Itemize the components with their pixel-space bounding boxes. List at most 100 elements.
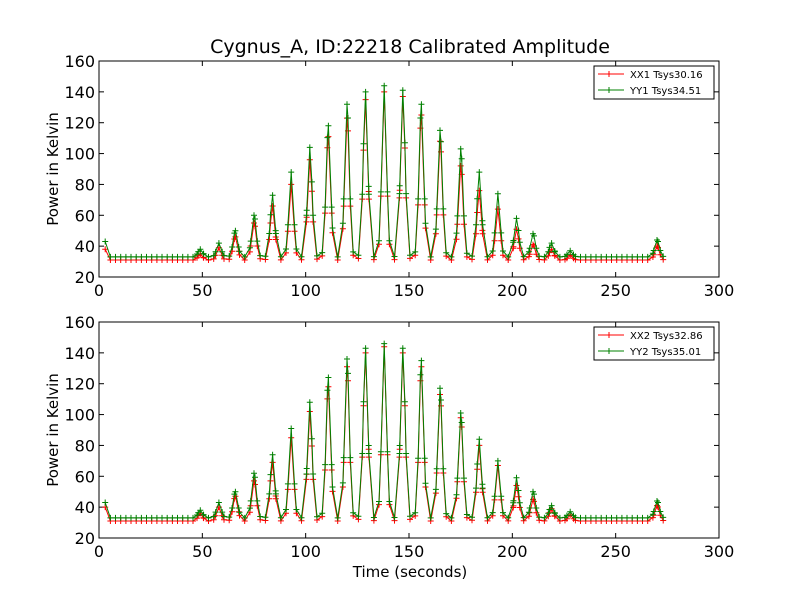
- top-series-2-peak-3: [253, 214, 255, 216]
- bottom-series-2-peak-9: [365, 347, 367, 349]
- top-series-2-peak-8: [346, 103, 348, 105]
- bottom-x-tick-label-3: 150: [394, 542, 425, 561]
- top-series-2-peak-11: [402, 89, 404, 91]
- bottom-x-tick-label-6: 300: [704, 542, 735, 561]
- top-y-tick-label-5: 120: [64, 114, 95, 133]
- bottom-legend-label-2: YY2 Tsys35.01: [629, 347, 701, 358]
- top-series-2-peak-4: [272, 194, 274, 196]
- top-y-tick-label-4: 100: [64, 145, 95, 164]
- bottom-series-1-peak-17: [515, 484, 518, 487]
- top-series-1-peak-4: [272, 205, 274, 207]
- bottom-series-2-peak-2: [234, 491, 236, 493]
- figure-title: Cygnus_A, ID:22218 Calibrated Amplitude: [210, 36, 610, 58]
- bottom-series-2: [102, 340, 667, 521]
- bottom-series-2-peak-20: [569, 511, 571, 513]
- top-series-2-peak-6: [309, 146, 311, 148]
- bottom-x-tick-label-0: 0: [94, 542, 104, 561]
- top-series-1-peak-2: [234, 236, 236, 238]
- top-x-tick-label-0: 0: [94, 281, 104, 300]
- bottom-series-1-peak-21: [656, 505, 658, 507]
- top-y-tick-label-0: 20: [75, 268, 95, 287]
- top-legend-label-2: YY1 Tsys34.51: [629, 86, 701, 97]
- bottom-y-tick-label-5: 120: [64, 375, 95, 394]
- bottom-series-1-peak-2: [234, 495, 236, 497]
- bottom-series-2-peak-5: [290, 427, 292, 430]
- top-series-2-peak-0: [199, 248, 201, 250]
- top-series-1-peak-19: [551, 248, 553, 250]
- top-tick-labels: 0 50 100 150 200 250 300 20 40 60 80 100 120 140 160: [64, 52, 734, 300]
- top-legend-box: [593, 65, 715, 100]
- bottom-series-2-peak-13: [439, 387, 441, 389]
- bottom-subplot: 0 50 100 150 200 250 300 20 40 60 80 100 120 140 160 P…: [44, 313, 734, 581]
- top-legend-entry-2: YY1 Tsys34.51: [598, 86, 701, 97]
- bottom-x-tick-label-5: 250: [600, 542, 631, 561]
- top-x-tick-label-5: 250: [600, 281, 631, 300]
- top-series-2-peak-13: [439, 129, 441, 131]
- top-series-1-peak-14: [460, 165, 462, 167]
- bottom-series-2-peak-3: [253, 472, 255, 474]
- bottom-series-2-peak-15: [478, 438, 480, 440]
- bottom-series-1-peak-18: [532, 498, 534, 500]
- top-series-1-peak-17: [515, 228, 518, 230]
- top-series-2-peak-19: [551, 242, 553, 244]
- top-series-2-peak-14: [460, 148, 462, 150]
- top-y-tick-label-7: 160: [64, 52, 95, 71]
- bottom-legend-entry-1: XX2 Tsys32.86: [598, 331, 703, 342]
- top-series-2-markers: [102, 82, 667, 260]
- top-series-2-peak-12: [420, 103, 422, 105]
- top-y-tick-label-2: 60: [75, 206, 95, 225]
- bottom-series-2-peak-19: [551, 505, 553, 507]
- top-series-2-peak-17: [515, 217, 518, 219]
- bottom-series-2-peak-10: [383, 343, 385, 345]
- bottom-series-group: [102, 340, 667, 524]
- bottom-series-2-peak-16: [497, 460, 499, 462]
- top-series-2-peak-10: [383, 85, 385, 87]
- top-series-1-peak-16: [497, 208, 499, 210]
- top-x-tick-label-6: 300: [704, 281, 735, 300]
- top-series-2-peak-9: [365, 91, 367, 93]
- top-x-tick-label-1: 50: [192, 281, 212, 300]
- bottom-x-tick-label-1: 50: [192, 542, 212, 561]
- bottom-series-2-peak-17: [515, 477, 518, 479]
- bottom-x-tick-label-2: 100: [290, 542, 321, 561]
- bottom-series-2-peak-11: [402, 347, 404, 349]
- bottom-legend-entry-2: YY2 Tsys35.01: [598, 347, 701, 358]
- bottom-y-tick-label-0: 20: [75, 529, 95, 548]
- bottom-series-2-peak-21: [656, 500, 658, 502]
- top-series-2-peak-20: [569, 250, 571, 252]
- top-series-1-peak-3: [253, 222, 255, 224]
- top-series-2: [102, 82, 667, 260]
- bottom-x-tick-label-4: 200: [497, 542, 528, 561]
- top-x-tick-label-2: 100: [290, 281, 321, 300]
- bottom-legend-box: [593, 326, 715, 361]
- top-series-1-peak-15: [478, 190, 480, 192]
- top-y-tick-label-1: 40: [75, 237, 95, 256]
- bottom-legend-marker-2: [606, 348, 612, 354]
- bottom-legend-label-1: XX2 Tsys32.86: [630, 331, 703, 342]
- top-series-2-peak-15: [478, 171, 480, 173]
- bottom-series-2-peak-8: [346, 358, 348, 360]
- top-series-2-peak-5: [290, 171, 292, 173]
- top-series-1-peak-1: [218, 247, 220, 249]
- bottom-series-2-peak-7: [327, 376, 329, 379]
- top-series-group: [102, 82, 667, 263]
- bottom-y-tick-label-7: 160: [64, 313, 95, 332]
- top-y-tick-label-3: 80: [75, 175, 95, 194]
- bottom-series-2-peak-14: [460, 412, 462, 414]
- top-subplot: 0 50 100 150 200 250 300 20 40 60 80 100 120 140 160 P…: [44, 52, 734, 300]
- bottom-series-2-peak-1: [218, 501, 220, 504]
- top-y-axis-label: Power in Kelvin: [44, 112, 62, 226]
- bottom-series-2-peak-12: [420, 360, 422, 362]
- top-legend-label-1: XX1 Tsys30.16: [630, 70, 703, 81]
- top-x-tick-label-4: 200: [497, 281, 528, 300]
- bottom-y-tick-label-6: 140: [64, 344, 95, 363]
- bottom-y-tick-label-4: 100: [64, 406, 95, 425]
- bottom-tick-labels: 0 50 100 150 200 250 300 20 40 60 80 100 120 140 160: [64, 313, 734, 561]
- bottom-series-2-peak-6: [309, 401, 311, 403]
- top-y-tick-label-6: 140: [64, 83, 95, 102]
- top-series-2-peak-18: [532, 233, 534, 235]
- top-series-2-peak-16: [497, 193, 499, 195]
- top-series-2-peak-7: [327, 125, 329, 127]
- top-series-2-peak-2: [234, 230, 236, 232]
